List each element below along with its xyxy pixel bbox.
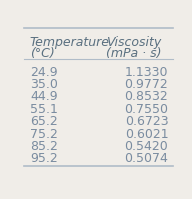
Text: 35.0: 35.0: [30, 78, 58, 91]
Text: 0.5074: 0.5074: [124, 152, 168, 165]
Text: 0.7550: 0.7550: [124, 103, 168, 116]
Text: Temperature: Temperature: [30, 36, 110, 49]
Text: (mPa · s): (mPa · s): [106, 48, 161, 60]
Text: 75.2: 75.2: [30, 128, 58, 140]
Text: 0.8532: 0.8532: [125, 90, 168, 103]
Text: 0.6723: 0.6723: [125, 115, 168, 128]
Text: Viscosity: Viscosity: [106, 36, 161, 49]
Text: 24.9: 24.9: [30, 66, 58, 79]
Text: 0.6021: 0.6021: [125, 128, 168, 140]
Text: 55.1: 55.1: [30, 103, 58, 116]
Text: 44.9: 44.9: [30, 90, 58, 103]
Text: 85.2: 85.2: [30, 140, 58, 153]
Text: (°C): (°C): [30, 48, 55, 60]
Text: 0.5420: 0.5420: [125, 140, 168, 153]
Text: 0.9772: 0.9772: [125, 78, 168, 91]
Text: 95.2: 95.2: [30, 152, 58, 165]
Text: 1.1330: 1.1330: [125, 66, 168, 79]
Text: 65.2: 65.2: [30, 115, 58, 128]
